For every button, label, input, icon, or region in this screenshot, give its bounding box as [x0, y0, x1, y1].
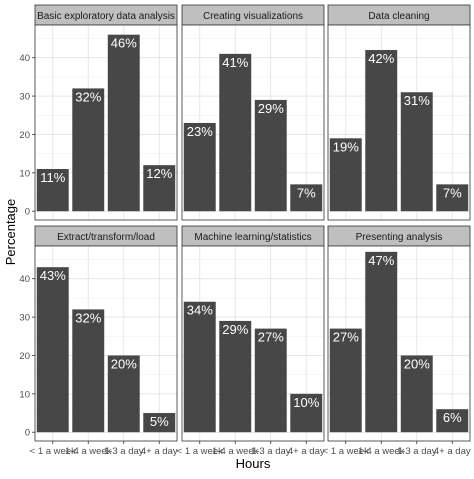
- facet-strip-title: Machine learning/statistics: [194, 232, 311, 243]
- bar: [436, 409, 469, 433]
- bar-value-label: 34%: [187, 303, 213, 318]
- bar: [183, 301, 216, 433]
- x-tick-label: 1-3 a day: [251, 446, 291, 457]
- bar: [400, 355, 433, 433]
- bar: [72, 309, 105, 433]
- bar: [329, 328, 362, 433]
- bar-value-label: 27%: [258, 330, 284, 345]
- facet-panel: Creating visualizations 23% 41% 29% 7%: [181, 4, 325, 221]
- facet-strip-title: Basic exploratory data analysis: [37, 11, 175, 22]
- x-tick-label: < 1 a week: [177, 446, 223, 457]
- panel-border: [181, 24, 325, 221]
- bar-value-label: 19%: [333, 139, 359, 154]
- bar: [107, 34, 140, 212]
- bar-value-label: 41%: [222, 55, 248, 70]
- bar: [143, 413, 176, 433]
- facet-strip-title: Presenting analysis: [356, 232, 443, 243]
- x-tick-label: < 1 a week: [323, 446, 369, 457]
- x-tick-label: 1-4 a week: [212, 446, 259, 457]
- bar-value-label: 5%: [150, 414, 169, 429]
- bar: [219, 320, 252, 433]
- facet-strip-title: Data cleaning: [368, 11, 429, 22]
- bar-value-label: 31%: [404, 93, 430, 108]
- y-tick-label: 10: [19, 168, 30, 179]
- y-tick-label: 30: [19, 313, 30, 324]
- bar-value-label: 32%: [75, 89, 101, 104]
- x-tick-label: 4+ a day: [141, 446, 178, 457]
- facet-strip-title: Creating visualizations: [203, 11, 303, 22]
- y-tick-label: 0: [25, 207, 30, 218]
- bar: [36, 169, 69, 212]
- x-tick-label: < 1 a week: [30, 446, 76, 457]
- x-tick-label: 4+ a day: [288, 446, 325, 457]
- bar-value-label: 7%: [443, 185, 462, 200]
- bar-value-label: 12%: [146, 166, 172, 181]
- panel-border: [34, 24, 178, 221]
- bar: [436, 184, 469, 212]
- bar-value-label: 47%: [368, 253, 394, 268]
- bar: [365, 50, 398, 212]
- bar: [107, 355, 140, 433]
- facet-panel: Extract/transform/load 43% 32% 20% 5% 0 10 20 30…: [19, 225, 178, 457]
- y-tick-label: 20: [19, 130, 30, 141]
- bar: [143, 165, 176, 212]
- bar: [72, 88, 105, 212]
- x-tick-label: 1-4 a week: [358, 446, 405, 457]
- panel-border: [327, 245, 471, 442]
- bar-value-label: 29%: [222, 322, 248, 337]
- x-tick-label: 1-4 a week: [65, 446, 112, 457]
- bar: [290, 184, 323, 212]
- bar: [254, 99, 287, 212]
- bar-value-label: 6%: [443, 410, 462, 425]
- facet-panel: Basic exploratory data analysis 11% 32% 46%…: [19, 4, 178, 221]
- bar-value-label: 20%: [404, 356, 430, 371]
- x-tick-label: 1-3 a day: [397, 446, 437, 457]
- bar: [400, 92, 433, 212]
- y-tick-label: 30: [19, 92, 30, 103]
- x-tick-label: 1-3 a day: [104, 446, 144, 457]
- y-tick-label: 20: [19, 351, 30, 362]
- bar: [329, 138, 362, 212]
- bar: [290, 393, 323, 433]
- bar-value-label: 20%: [111, 356, 137, 371]
- y-tick-label: 40: [19, 53, 30, 64]
- facet-panel: Machine learning/statistics 34% 29% 27% 10% <…: [177, 225, 325, 457]
- panel-border: [34, 245, 178, 442]
- facet-strip-title: Extract/transform/load: [57, 232, 155, 243]
- bar-value-label: 32%: [75, 310, 101, 325]
- bar-value-label: 7%: [297, 185, 316, 200]
- bar: [183, 122, 216, 212]
- x-tick-label: 4+ a day: [434, 446, 471, 457]
- x-axis-label: Hours: [236, 456, 271, 471]
- y-axis-label: Percentage: [3, 199, 18, 266]
- facet-panel: Data cleaning 19% 42% 31% 7%: [327, 4, 471, 221]
- y-tick-label: 10: [19, 389, 30, 400]
- bar: [365, 251, 398, 433]
- bar: [219, 53, 252, 212]
- bar-value-label: 27%: [333, 330, 359, 345]
- bar-value-label: 11%: [40, 170, 65, 185]
- bar-value-label: 29%: [258, 101, 284, 116]
- y-tick-label: 0: [25, 428, 30, 439]
- bar-value-label: 42%: [368, 51, 394, 66]
- panel-border: [327, 24, 471, 221]
- bar-value-label: 23%: [187, 124, 213, 139]
- bar: [254, 328, 287, 433]
- bar-value-label: 46%: [111, 36, 137, 51]
- y-tick-label: 40: [19, 274, 30, 285]
- bar-value-label: 10%: [293, 395, 319, 410]
- bar: [36, 267, 69, 433]
- facet-panel: Presenting analysis 27% 47% 20% 6% < 1 a week…: [323, 225, 471, 457]
- bar-value-label: 43%: [40, 268, 66, 283]
- panel-border: [181, 245, 325, 442]
